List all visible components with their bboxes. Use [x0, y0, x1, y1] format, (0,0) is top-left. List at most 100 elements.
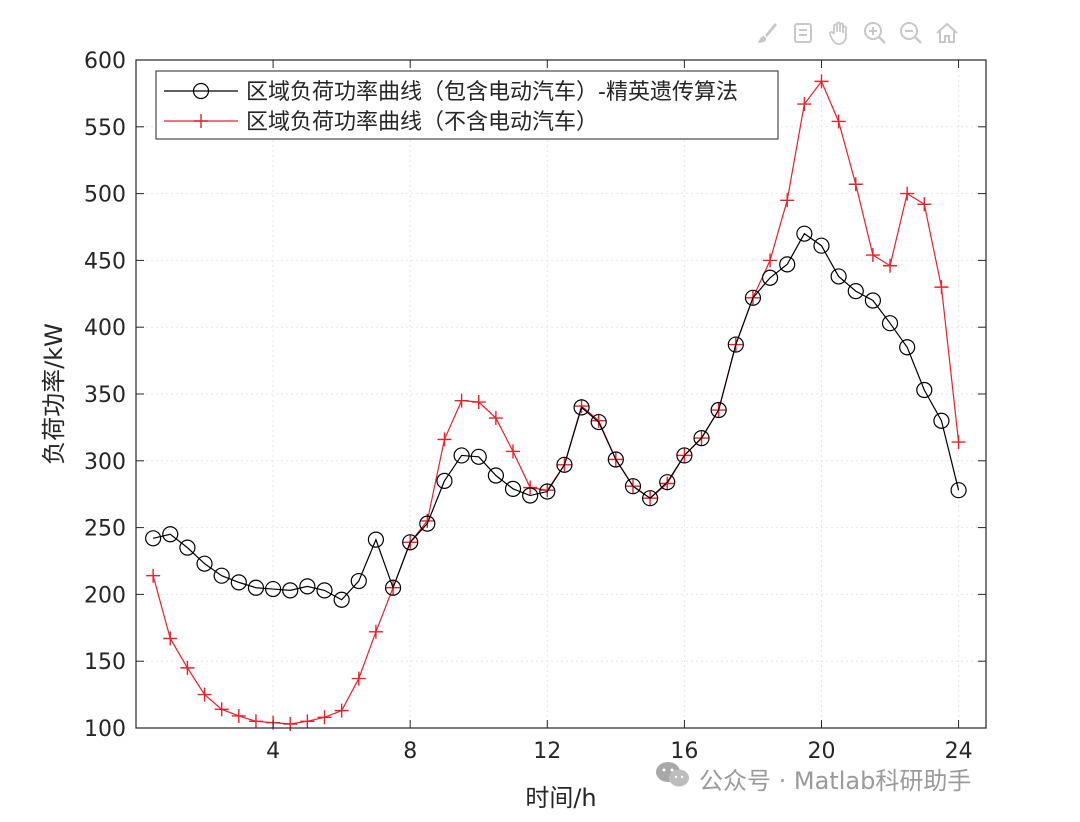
data-point-plus — [471, 395, 486, 410]
data-point-plus — [368, 624, 383, 639]
zoom-in-icon[interactable] — [860, 18, 890, 48]
series-1 — [145, 225, 967, 608]
data-point-circle — [230, 574, 247, 591]
data-point-circle — [830, 268, 847, 285]
y-tick-label: 500 — [84, 183, 126, 208]
data-point-circle — [881, 315, 899, 332]
y-tick-label: 100 — [84, 717, 126, 742]
data-point-plus — [831, 114, 846, 129]
y-tick-label: 200 — [84, 583, 126, 608]
data-point-circle — [333, 591, 350, 608]
data-point-plus — [780, 193, 795, 208]
data-point-plus — [660, 476, 675, 491]
brush-icon[interactable] — [752, 18, 782, 48]
export-icon[interactable] — [788, 18, 818, 48]
data-point-plus — [351, 671, 366, 686]
data-point-plus — [180, 660, 195, 675]
data-point-circle — [899, 339, 916, 356]
home-icon[interactable] — [932, 18, 962, 48]
y-tick-label: 350 — [84, 383, 126, 408]
data-point-plus — [317, 710, 332, 725]
data-point-plus — [334, 703, 349, 718]
data-point-circle — [487, 467, 504, 484]
figure-toolbar — [752, 18, 962, 48]
data-point-circle — [916, 381, 933, 399]
series-line — [153, 232, 960, 601]
data-point-plus — [848, 177, 863, 192]
data-point-circle — [264, 580, 282, 598]
wechat-icon — [655, 760, 691, 796]
data-point-plus — [951, 435, 966, 450]
data-point-circle — [607, 451, 624, 468]
data-point-circle — [933, 412, 950, 429]
data-point-circle — [384, 579, 402, 596]
data-point-circle — [590, 413, 607, 431]
data-point-plus — [197, 687, 212, 702]
data-point-circle — [864, 292, 881, 309]
data-point-circle — [436, 472, 453, 489]
zoom-out-icon[interactable] — [896, 18, 926, 48]
data-point-circle — [556, 456, 573, 473]
data-point-circle — [213, 567, 230, 584]
data-point-circle — [192, 82, 210, 100]
data-point-circle — [539, 483, 556, 500]
data-point-circle — [813, 237, 830, 254]
y-tick-label: 550 — [84, 116, 126, 141]
x-axis-label: 时间/h — [525, 784, 596, 812]
data-point-plus — [454, 393, 469, 408]
x-tick-label: 16 — [670, 739, 698, 764]
data-point-circle — [676, 447, 693, 464]
data-point-circle — [247, 579, 265, 596]
legend-entry-label: 区域负荷功率曲线（不含电动汽车） — [246, 110, 598, 135]
data-point-circle — [419, 515, 436, 532]
data-point-plus — [900, 186, 915, 201]
data-point-plus — [283, 716, 298, 731]
data-point-circle — [642, 490, 659, 507]
pan-hand-icon[interactable] — [824, 18, 854, 48]
data-point-circle — [504, 480, 522, 497]
data-point-plus — [214, 702, 229, 717]
data-point-plus — [814, 74, 829, 89]
y-tick-label: 300 — [84, 450, 126, 475]
data-point-plus — [917, 197, 932, 212]
x-tick-label: 24 — [945, 739, 973, 764]
data-point-circle — [470, 448, 487, 465]
data-point-circle — [196, 555, 213, 572]
data-point-circle — [624, 478, 642, 495]
data-point-circle — [761, 269, 779, 286]
data-point-circle — [162, 526, 179, 543]
data-point-plus — [231, 708, 246, 723]
watermark-text: 公众号 · Matlab科研助手 — [699, 766, 972, 795]
data-point-circle — [145, 530, 162, 547]
data-point-circle — [847, 283, 864, 300]
series-layer — [145, 74, 967, 731]
y-tick-label: 150 — [84, 650, 126, 675]
data-point-circle — [744, 289, 762, 306]
data-point-circle — [710, 401, 727, 419]
data-point-circle — [316, 582, 333, 599]
legend-entry-label: 区域负荷功率曲线（包含电动汽车）-精英遗传算法 — [246, 80, 738, 105]
x-tick-label: 12 — [533, 739, 561, 764]
data-point-plus — [146, 568, 161, 583]
y-tick-label: 250 — [84, 517, 126, 542]
data-point-plus — [574, 399, 589, 414]
legend-box — [155, 70, 779, 140]
data-point-circle — [659, 474, 676, 491]
data-point-plus — [248, 714, 263, 729]
data-point-plus — [763, 253, 778, 268]
data-point-circle — [779, 256, 796, 273]
x-tick-label: 8 — [403, 739, 417, 764]
x-tick-label: 20 — [807, 739, 835, 764]
data-point-plus — [194, 114, 208, 128]
y-tick-label: 400 — [84, 316, 126, 341]
y-tick-label: 450 — [84, 249, 126, 274]
data-point-plus — [591, 413, 606, 428]
y-axis-label: 负荷功率/kW — [40, 323, 68, 465]
data-point-plus — [934, 280, 949, 295]
data-point-circle — [179, 539, 196, 556]
data-point-circle — [367, 531, 385, 548]
data-point-plus — [506, 444, 521, 459]
data-point-circle — [950, 482, 967, 499]
